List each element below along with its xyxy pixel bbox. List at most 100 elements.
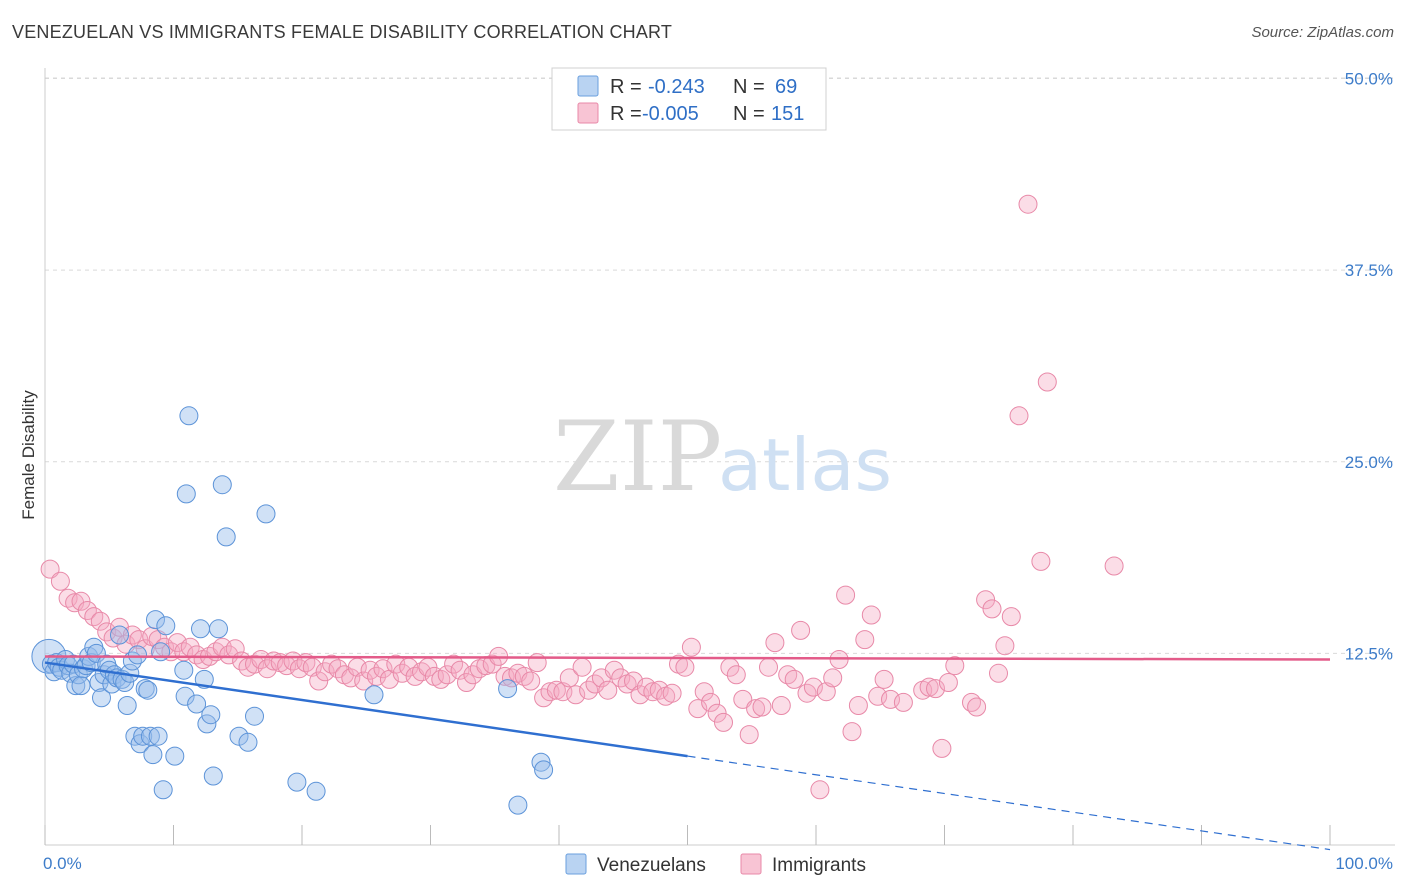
immigrants-point <box>746 699 766 719</box>
immigrants-point <box>681 637 701 657</box>
immigrants-point <box>791 620 811 640</box>
watermark-atlas: atlas <box>718 423 892 507</box>
immigrants-point <box>604 660 624 680</box>
venezuelans-point <box>191 619 210 639</box>
immigrants-point <box>90 611 110 631</box>
venezuelans-point <box>92 688 111 708</box>
venezuelans-point <box>287 772 307 792</box>
y-tick-label-3: 50.0% <box>1345 70 1393 89</box>
legend-r-value-immigrants: -0.005 <box>642 103 699 125</box>
x-tick-label-max: 100.0% <box>1335 854 1393 873</box>
venezuelans-point <box>86 643 106 663</box>
venezuelans-point <box>179 406 199 426</box>
legend-r-label-venezuelans: R = <box>610 76 642 98</box>
venezuelans-point <box>133 726 153 746</box>
immigrants-point <box>995 636 1015 656</box>
venezuelans-point <box>151 642 171 662</box>
immigrants-point <box>450 660 470 680</box>
venezuelans-point <box>201 705 221 725</box>
venezuelans-point <box>256 504 276 524</box>
immigrants-point <box>855 630 875 650</box>
venezuelans-point <box>117 696 137 715</box>
immigrants-point <box>874 669 894 689</box>
legend-swatch-venezuelans <box>577 75 599 97</box>
venezuelans-point <box>148 726 168 746</box>
watermark: ZIP atlas <box>553 401 892 513</box>
immigrants-point <box>309 671 329 691</box>
immigrants-point <box>1037 372 1057 392</box>
venezuelans-point <box>174 660 194 680</box>
immigrants-point <box>688 699 708 719</box>
legend-n-label-venezuelans: N = <box>733 76 765 98</box>
immigrants-point <box>842 722 862 742</box>
immigrants-point <box>726 665 746 685</box>
y-tick-label-0: 12.5% <box>1345 644 1393 663</box>
venezuelans-point <box>306 781 326 801</box>
immigrants-point <box>482 654 502 674</box>
venezuelans-point <box>508 795 528 815</box>
immigrants-point <box>540 682 560 702</box>
venezuelans-point <box>534 760 554 780</box>
venezuelans-point <box>176 484 196 504</box>
bottom-legend-label-venezuelans: Venezuelans <box>597 855 706 876</box>
venezuelans-point <box>209 619 228 639</box>
immigrants-point <box>868 686 888 706</box>
immigrants-point <box>373 659 393 679</box>
y-axis-label: Female Disability <box>19 390 38 520</box>
venezuelans-point <box>498 679 518 699</box>
venezuelans-point <box>165 746 185 766</box>
y-tick-label-1: 25.0% <box>1345 453 1393 472</box>
source-label: Source: ZipAtlas.com <box>1251 24 1394 41</box>
legend-swatch-immigrants <box>577 102 599 124</box>
immigrants-point <box>437 665 457 685</box>
immigrants-point <box>527 653 547 673</box>
venezuelans-point <box>140 726 160 746</box>
watermark-zip: ZIP <box>553 401 722 513</box>
immigrants-point <box>714 712 733 732</box>
venezuelans-point <box>364 685 384 705</box>
immigrants-point <box>982 599 1002 619</box>
venezuelans-point <box>81 653 101 673</box>
immigrants-point <box>823 668 843 688</box>
immigrants-point <box>1031 551 1051 571</box>
immigrants-point <box>752 697 772 717</box>
immigrants-point <box>707 703 727 723</box>
bottom-legend-swatch-immigrants <box>740 853 762 875</box>
venezuelans-point <box>156 616 176 636</box>
immigrants-point <box>572 657 592 677</box>
grid-lines <box>45 77 1395 654</box>
venezuelans-point <box>238 732 258 752</box>
immigrants-point <box>521 671 541 691</box>
immigrants-point <box>739 725 759 745</box>
x-tick-label-min: 0.0% <box>43 854 82 873</box>
bottom-legend-swatch-venezuelans <box>565 853 587 875</box>
immigrants-point <box>967 697 987 717</box>
immigrants-point <box>771 696 791 715</box>
venezuelans-point <box>245 706 264 726</box>
venezuelans-trend-line <box>44 661 688 758</box>
legend-n-label-immigrants: N = <box>733 103 765 125</box>
venezuelans-trend-extension <box>687 755 1331 851</box>
trend-lines <box>44 655 1331 851</box>
venezuelans-point <box>71 676 91 696</box>
legend-n-value-venezuelans: 69 <box>775 76 797 98</box>
immigrants-point <box>566 685 586 705</box>
venezuelans-point <box>153 780 173 800</box>
immigrants-point <box>733 689 753 709</box>
immigrants-point <box>694 682 714 702</box>
venezuelans-point <box>531 752 551 772</box>
immigrants-point <box>810 780 830 800</box>
immigrants-point <box>701 692 721 712</box>
immigrants-point <box>919 677 939 697</box>
bottom-legend: Venezuelans Immigrants <box>565 853 866 876</box>
axes <box>44 68 1395 846</box>
venezuelans-point <box>143 745 163 765</box>
immigrants-point <box>765 633 785 653</box>
venezuelans-point <box>203 766 223 786</box>
immigrants-point <box>932 738 952 758</box>
venezuelans-points <box>31 406 554 815</box>
venezuelans-point <box>197 714 217 734</box>
immigrants-point <box>976 590 996 610</box>
venezuelans-point <box>110 625 129 645</box>
